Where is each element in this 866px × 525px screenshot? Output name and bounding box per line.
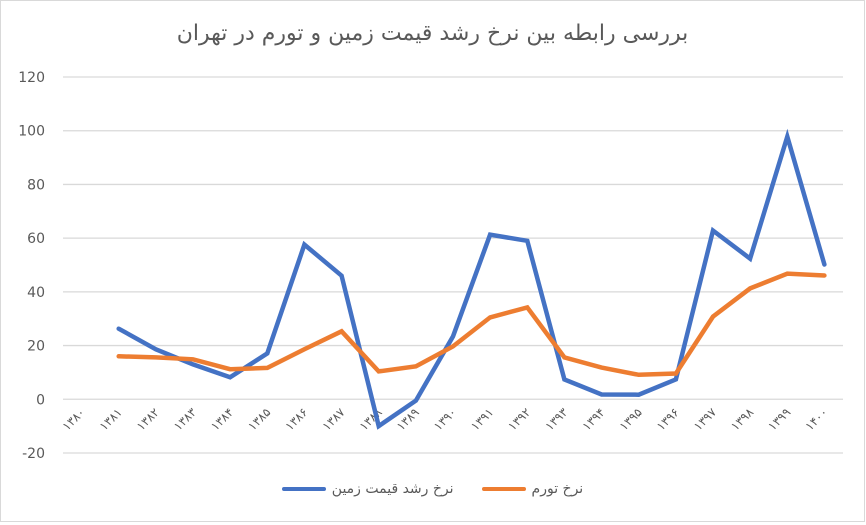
y-tick-label: -20 (22, 446, 45, 462)
x-tick-label: ۱۳۹۷ (691, 405, 720, 434)
x-tick-label: ۱۳۸۶ (282, 405, 310, 433)
x-tick-label: ۱۳۸۰ (60, 405, 88, 433)
x-tick-label: ۱۳۸۹ (394, 405, 422, 433)
x-tick-label: ۱۳۸۸ (357, 405, 386, 434)
series-line-inflation (116, 271, 827, 378)
gridlines (63, 76, 843, 454)
y-tick-label: 40 (27, 285, 45, 301)
x-tick-label: ۱۳۹۶ (654, 405, 682, 433)
x-tick-label: ۱۳۸۳ (171, 405, 200, 434)
x-tick-label: ۱۳۸۵ (245, 405, 273, 433)
x-tick-label: ۱۳۸۱ (97, 405, 125, 433)
orange-line-swatch-icon (481, 487, 526, 491)
x-tick-label: ۱۳۹۰ (431, 405, 459, 433)
x-axis-ticks: ۱۳۸۰ ۱۳۸۱ ۱۳۸۲ ۱۳۸۳ ۱۳۸۴ ۱۳۸۵ ۱۳۸۶ ۱۳۸۷ ۱۳۸۸ ۱۳۸۹… (60, 405, 831, 434)
chart-title: بررسی رابطه بین نرخ رشد قیمت زمین و تورم… (176, 21, 689, 46)
x-tick-label: ۱۳۹۲ (505, 405, 533, 433)
y-tick-label: 80 (27, 177, 45, 193)
x-tick-label: ۱۳۹۹ (765, 405, 793, 433)
y-tick-label: 100 (18, 124, 45, 140)
blue-line-swatch-icon (281, 487, 326, 491)
y-tick-label: 120 (18, 70, 45, 86)
x-tick-label: ۱۳۸۷ (320, 405, 349, 434)
x-tick-label: ۱۳۸۲ (134, 405, 162, 433)
y-axis-ticks: -20 0 20 40 60 80 100 120 (18, 70, 45, 462)
y-tick-label: 0 (36, 392, 45, 408)
data-series (116, 128, 827, 430)
series-line-land-price (116, 128, 827, 430)
legend-label: نرخ رشد قیمت زمین (331, 481, 454, 497)
legend-item-inflation: نرخ تورم (481, 481, 584, 497)
x-tick-label: ۱۳۹۳ (542, 405, 571, 434)
legend-label: نرخ تورم (531, 481, 584, 497)
x-tick-label: ۱۳۹۱ (468, 405, 496, 433)
legend: نرخ رشد قیمت زمین نرخ تورم (1, 481, 864, 497)
x-tick-label: ۱۳۹۸ (728, 405, 757, 434)
x-tick-label: ۱۳۹۴ (580, 405, 608, 433)
x-tick-label: ۱۳۸۴ (208, 405, 236, 433)
x-tick-label: ۱۴۰۰ (802, 405, 830, 433)
x-tick-label: ۱۳۹۵ (617, 405, 645, 433)
y-tick-label: 60 (27, 231, 45, 247)
y-tick-label: 20 (27, 339, 45, 355)
legend-item-land-price: نرخ رشد قیمت زمین (281, 481, 454, 497)
